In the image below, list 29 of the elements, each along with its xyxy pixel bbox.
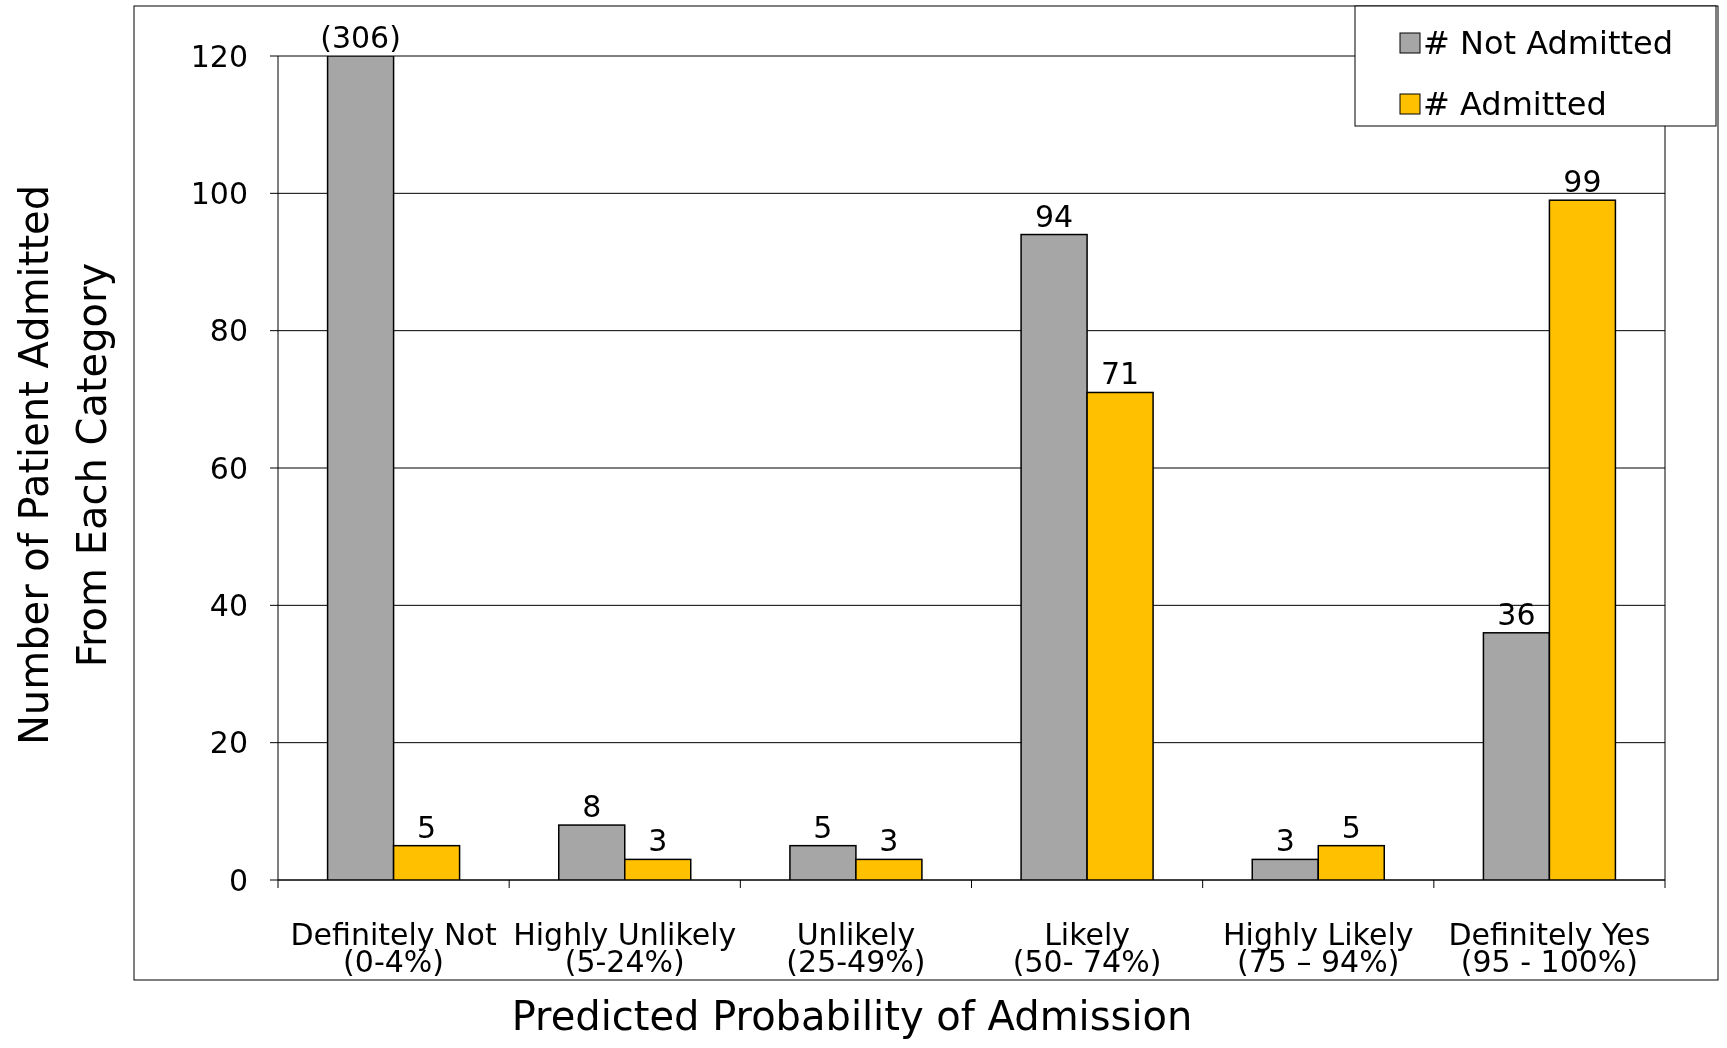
y-tick-label: 80 <box>209 313 248 349</box>
data-label: 71 <box>1100 356 1140 392</box>
y-tick-label: 20 <box>209 725 248 761</box>
x-axis-title: Predicted Probability of Admission <box>511 993 1193 1039</box>
data-label: 3 <box>648 823 668 859</box>
data-label: 5 <box>417 809 437 845</box>
data-label: 94 <box>1034 198 1074 234</box>
y-axis-title: Number of Patient Admitted From Each Category <box>11 184 115 746</box>
y-tick-label: 100 <box>190 175 248 211</box>
y-tick-label: 40 <box>209 587 248 623</box>
data-label: 36 <box>1497 596 1536 632</box>
data-label: 3 <box>879 823 899 859</box>
legend-label: # Admitted <box>1423 85 1607 124</box>
x-tick-label: Definitely Not (0-4%) <box>290 917 497 979</box>
data-label: 99 <box>1563 164 1602 200</box>
x-tick-label: Highly Unlikely (5-24%) <box>513 917 737 979</box>
x-tick-label: Unlikely (25-49%) <box>786 917 926 979</box>
data-label: 8 <box>582 789 602 825</box>
data-label: 5 <box>813 809 833 845</box>
x-tick-label: Definitely Yes (95 - 100%) <box>1448 917 1651 979</box>
y-tick-label: 0 <box>228 862 248 898</box>
data-label: 5 <box>1341 809 1361 845</box>
data-label: 3 <box>1275 823 1295 859</box>
y-tick-label: 120 <box>190 38 248 74</box>
annotation: (306) <box>320 20 401 55</box>
legend-label: # Not Admitted <box>1423 24 1674 63</box>
y-tick-label: 60 <box>209 450 248 486</box>
x-tick-label: Highly Likely (75 – 94%) <box>1223 917 1414 979</box>
x-tick-label: Likely (50- 74%) <box>1012 917 1162 979</box>
